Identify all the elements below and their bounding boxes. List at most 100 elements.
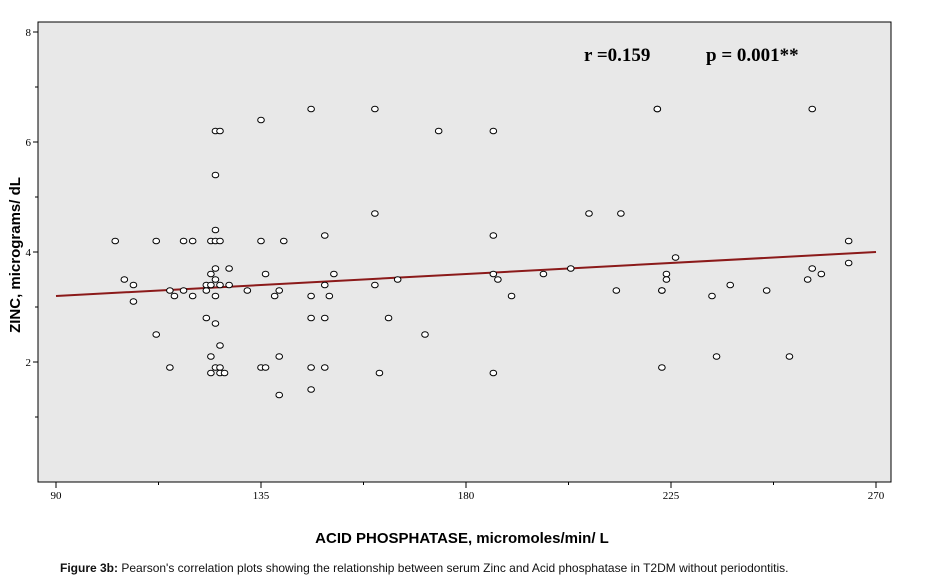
data-point xyxy=(671,254,680,261)
data-point xyxy=(211,171,220,179)
data-point xyxy=(662,276,671,283)
data-point xyxy=(211,226,220,234)
data-point xyxy=(207,270,215,278)
data-point xyxy=(371,210,379,217)
y-tick-label: 2 xyxy=(26,357,32,369)
regression-line xyxy=(55,251,877,297)
data-point xyxy=(225,281,233,289)
data-point xyxy=(188,292,197,300)
data-point xyxy=(817,270,826,278)
data-point xyxy=(261,364,270,371)
x-tick-label: 135 xyxy=(253,490,270,502)
caption-text: Pearson's correlation plots showing the … xyxy=(118,561,789,575)
data-point xyxy=(275,391,284,399)
data-point xyxy=(170,292,179,300)
data-point xyxy=(494,276,502,283)
data-point xyxy=(261,270,270,278)
data-point xyxy=(129,281,138,289)
data-point xyxy=(803,276,812,283)
data-point xyxy=(371,281,379,289)
data-points xyxy=(111,105,853,399)
data-point xyxy=(421,331,429,338)
data-point xyxy=(507,292,516,300)
data-point xyxy=(307,314,315,322)
data-point xyxy=(216,127,224,135)
data-point xyxy=(129,298,138,305)
y-tick-label: 4 xyxy=(26,247,32,259)
x-tick-label: 90 xyxy=(51,490,63,502)
data-point xyxy=(270,292,279,300)
data-point xyxy=(216,364,224,371)
plot-area xyxy=(37,21,892,483)
data-point xyxy=(166,287,174,294)
data-point xyxy=(211,320,220,327)
data-point xyxy=(489,369,498,377)
x-tick-label: 270 xyxy=(868,490,885,502)
data-point xyxy=(566,265,575,272)
data-point xyxy=(279,237,288,245)
data-point xyxy=(207,369,215,377)
data-point xyxy=(808,265,817,272)
data-point xyxy=(275,353,284,360)
data-point xyxy=(257,237,265,245)
data-point xyxy=(762,287,771,294)
x-axis-title: ACID PHOSPHATASE, micromoles/min/ L xyxy=(315,530,609,547)
data-point xyxy=(120,276,129,283)
data-point xyxy=(202,287,211,294)
data-point xyxy=(489,127,498,135)
data-point xyxy=(152,237,161,245)
data-point xyxy=(612,287,621,294)
data-point xyxy=(662,270,671,278)
caption-label: Figure 3b: xyxy=(60,561,119,575)
x-tick-label: 180 xyxy=(458,490,475,502)
data-point xyxy=(211,276,220,283)
data-point xyxy=(393,276,402,283)
data-point xyxy=(585,210,593,217)
y-axis-title: ZINC, micrograms/ dL xyxy=(7,177,24,333)
data-point xyxy=(320,314,329,322)
data-point xyxy=(211,292,220,300)
data-point xyxy=(325,292,334,300)
r-value-annotation: r =0.159 xyxy=(584,45,650,66)
data-point xyxy=(307,105,315,113)
data-point xyxy=(320,364,329,371)
p-value-annotation: p = 0.001** xyxy=(706,45,799,66)
data-point xyxy=(216,342,224,349)
data-point xyxy=(307,364,315,371)
figure-caption: Figure 3b: Pearson's correlation plots s… xyxy=(60,561,920,575)
fit-line-group xyxy=(55,251,877,297)
data-point xyxy=(111,237,120,245)
data-point xyxy=(307,292,315,300)
data-point xyxy=(166,364,174,371)
y-tick-label: 8 xyxy=(26,27,32,39)
data-point xyxy=(179,287,188,294)
data-point xyxy=(216,281,224,289)
data-point xyxy=(371,105,379,113)
data-point xyxy=(202,314,211,322)
data-point xyxy=(712,353,721,360)
data-point xyxy=(243,287,252,294)
data-point xyxy=(489,232,498,239)
data-point xyxy=(330,270,338,278)
data-point xyxy=(384,314,393,322)
data-point xyxy=(225,265,233,272)
data-point xyxy=(653,105,662,113)
x-tick-label: 225 xyxy=(663,490,680,502)
data-point xyxy=(726,281,735,289)
data-point xyxy=(179,237,188,245)
data-point xyxy=(188,237,197,245)
data-point xyxy=(207,281,215,289)
data-point xyxy=(434,127,443,135)
data-point xyxy=(658,364,666,371)
data-point xyxy=(844,237,853,245)
data-point xyxy=(375,369,384,377)
data-point xyxy=(658,287,666,294)
data-point xyxy=(211,265,220,272)
data-point xyxy=(808,105,817,113)
data-point xyxy=(152,331,161,338)
data-point xyxy=(275,287,284,294)
data-point xyxy=(320,232,329,239)
data-point xyxy=(220,369,229,377)
data-point xyxy=(257,116,265,124)
